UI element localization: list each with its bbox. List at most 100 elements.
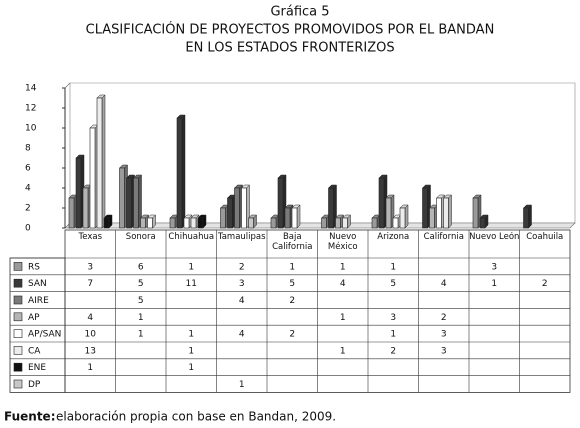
y-tick-label: 2 [25, 204, 31, 214]
table-value: 5 [390, 279, 396, 289]
y-tick-label: 0 [25, 224, 31, 234]
table-value: 4 [239, 330, 245, 340]
legend-swatch [13, 295, 23, 305]
legend-label: CA [28, 346, 41, 356]
y-tick-label: 4 [25, 184, 31, 194]
x-tick-label: Coahuila [526, 232, 564, 242]
table-value: 1 [188, 262, 194, 272]
category-cell: Sonora [126, 232, 156, 242]
bar-depth [101, 94, 106, 229]
table-value: 13 [85, 346, 96, 356]
category-cell: Nuevo León [469, 232, 519, 242]
table-value: 1 [138, 330, 144, 340]
bar [190, 217, 197, 229]
chart-subtitle: CLASIFICACIÓN DE PROYECTOS PROMOVIDOS PO… [86, 22, 495, 38]
y-tick-label: 12 [25, 104, 36, 114]
source-label: Fuente: [4, 410, 56, 424]
x-tick-label: Arizona [377, 232, 410, 242]
table-value: 5 [289, 279, 295, 289]
chart-title: Gráfica 5 [270, 5, 329, 20]
bar [335, 217, 341, 229]
bar [385, 197, 392, 229]
table-value: 1 [289, 262, 295, 272]
bar [75, 157, 82, 229]
x-tick-label: Texas [78, 232, 103, 242]
legend-label: AP/SAN [28, 330, 61, 340]
table-value: 2 [289, 296, 295, 306]
bar [328, 187, 334, 229]
bar [371, 217, 378, 229]
chart-subtitle: EN LOS ESTADOS FRONTERIZOS [185, 41, 394, 56]
legend-swatch [13, 379, 23, 389]
bar [277, 177, 284, 229]
bar [119, 167, 125, 229]
legend-label: DP [28, 380, 41, 390]
table-value: 10 [85, 330, 97, 340]
bar [183, 217, 190, 229]
table-value: 2 [441, 313, 447, 323]
table-value: 2 [239, 262, 245, 272]
category-cell: Arizona [377, 232, 410, 242]
legend-label: RS [28, 262, 40, 272]
bar [197, 217, 204, 229]
category-cell: California [424, 232, 464, 242]
category-cell: Tamaulipas [217, 232, 266, 242]
table-value: 4 [340, 279, 346, 289]
bar [472, 197, 479, 229]
legend-label: SAN [28, 279, 47, 289]
bar [378, 177, 385, 229]
table-value: 11 [186, 279, 197, 289]
bar-depth [404, 204, 409, 229]
bar [68, 197, 75, 229]
table-value: 1 [239, 380, 245, 390]
bar [342, 217, 348, 229]
back-wall [69, 82, 576, 224]
bar [321, 217, 327, 229]
table-value: 5 [138, 296, 144, 306]
bar [103, 217, 110, 229]
legend-label: AP [28, 313, 40, 323]
y-axis-depth [64, 82, 71, 89]
table-value: 3 [491, 262, 497, 272]
legend-swatch [13, 346, 23, 355]
bar [270, 217, 277, 229]
table-value: 6 [138, 262, 144, 272]
table-value: 4 [441, 279, 447, 289]
category-cell: Chihuahua [168, 232, 214, 242]
bar [147, 217, 153, 229]
x-tick-label: Tamaulipas [217, 232, 266, 242]
legend-swatch [13, 329, 23, 338]
bar [436, 197, 442, 229]
table-value: 1 [188, 346, 194, 356]
bar [227, 197, 233, 229]
table-value: 2 [542, 279, 548, 289]
bar [241, 187, 247, 229]
bar [234, 187, 240, 229]
table-value: 1 [340, 313, 346, 323]
bar-depth [181, 114, 186, 229]
bar [82, 187, 89, 229]
bar [479, 217, 486, 229]
y-tick-label: 10 [25, 124, 37, 134]
table-value: 1 [188, 330, 194, 340]
table-value: 1 [138, 313, 144, 323]
table-value: 3 [239, 279, 245, 289]
bar [523, 207, 529, 229]
table-value: 1 [390, 262, 396, 272]
table-value: 3 [441, 346, 447, 356]
legend-swatch [13, 262, 23, 271]
x-tick-label: Baja California [272, 232, 313, 252]
table-value: 3 [390, 313, 396, 323]
bar [96, 97, 103, 229]
legend-swatch [13, 312, 23, 322]
table-value: 4 [239, 296, 245, 306]
legend-label: AIRE [28, 296, 49, 306]
bar [176, 117, 183, 229]
table-value: 7 [87, 279, 93, 289]
bar [89, 127, 96, 229]
bar [429, 207, 435, 229]
y-tick-label: 14 [25, 84, 37, 94]
table-value: 2 [289, 330, 295, 340]
bar [399, 207, 406, 229]
bar [392, 217, 399, 229]
